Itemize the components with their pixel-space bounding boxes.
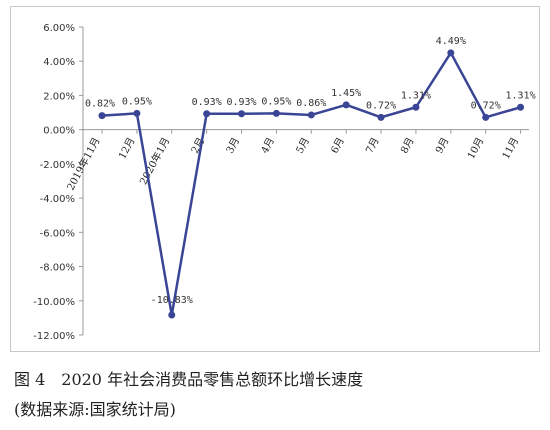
x-category-label: 5月 [294,135,312,155]
data-label: 0.72% [471,100,501,111]
data-label: 0.93% [192,97,222,108]
data-label: -10.83% [151,295,193,306]
data-point [482,113,490,121]
data-point [203,110,211,118]
data-label: 0.95% [122,96,152,107]
x-category-label: 12月 [116,135,137,161]
x-category-label: 10月 [465,135,486,161]
y-tick-label: -10.00% [33,297,75,308]
data-point [342,101,350,109]
data-label: 0.86% [296,98,326,109]
data-point [517,103,525,111]
x-category-label: 2月 [189,135,207,155]
x-category-label: 4月 [259,135,277,155]
line-chart: 6.00% 4.00% 2.00% 0.00% -2.00% -4.00% -6.00% -8… [33,23,536,342]
x-category-label: 3月 [224,135,242,155]
data-point [377,113,385,121]
x-category-label: 8月 [398,135,416,155]
data-point [447,49,455,57]
y-tick-label: -8.00% [40,263,75,274]
x-category-label: 6月 [329,135,347,155]
series-line [101,51,521,317]
x-category-label: 11月 [500,135,521,161]
data-label: 0.72% [366,100,396,111]
figure-source-note: (数据来源:国家统计局) [14,400,176,419]
data-label: 1.31% [401,90,431,101]
data-point [133,109,141,117]
data-label: 0.93% [226,97,256,108]
data-point [307,111,315,119]
y-tick-label: -6.00% [40,228,75,239]
data-point [168,311,176,319]
data-point [272,109,280,117]
x-category-label: 7月 [363,135,381,155]
chart-frame: 6.00% 4.00% 2.00% 0.00% -2.00% -4.00% -6.00% -8… [10,6,540,352]
data-point [238,110,246,118]
y-tick-label: 4.00% [43,57,75,68]
y-tick-label: -2.00% [40,160,75,171]
y-tick-label: 0.00% [43,126,75,137]
x-category-label: 9月 [433,135,451,155]
data-point [98,112,106,120]
y-tick-label: -4.00% [40,194,75,205]
data-label: 4.49% [436,36,466,47]
data-label: 0.95% [261,96,291,107]
data-label: 1.45% [331,88,361,99]
data-point [412,103,420,111]
y-tick-label: -12.00% [33,331,75,342]
figure-caption: 图 4 2020 年社会消费品零售总额环比增长速度 [14,370,364,389]
data-label: 0.82% [85,99,115,110]
data-label: 1.31% [506,90,536,101]
y-tick-label: 6.00% [43,23,75,34]
y-tick-label: 2.00% [43,91,75,102]
